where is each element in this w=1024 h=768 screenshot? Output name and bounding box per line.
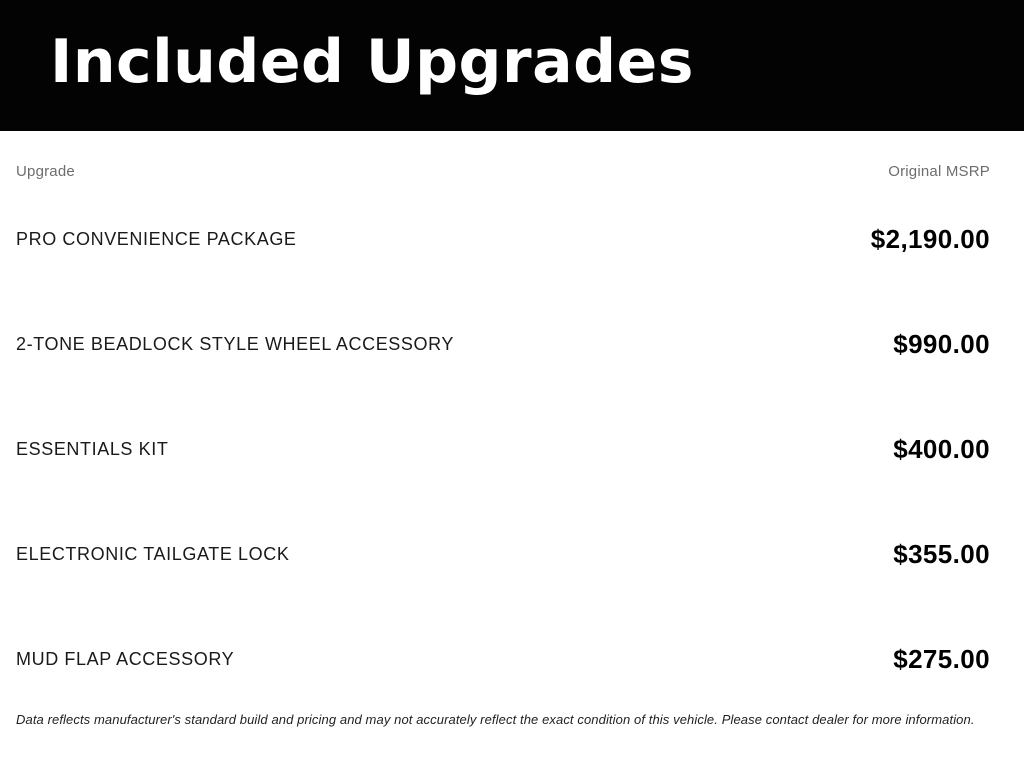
upgrade-price: $990.00 xyxy=(893,329,990,359)
upgrade-row: PRO CONVENIENCE PACKAGE $2,190.00 xyxy=(16,187,990,292)
included-upgrades-banner: Included Upgrades xyxy=(0,0,1024,131)
upgrade-price: $275.00 xyxy=(893,644,990,674)
upgrade-name: PRO CONVENIENCE PACKAGE xyxy=(16,229,297,249)
upgrades-panel: Upgrade Original MSRP PRO CONVENIENCE PA… xyxy=(0,162,1024,727)
upgrade-name: ELECTRONIC TAILGATE LOCK xyxy=(16,544,290,564)
upgrade-row: ELECTRONIC TAILGATE LOCK $355.00 xyxy=(16,502,990,607)
upgrade-price: $2,190.00 xyxy=(870,224,990,254)
column-header-upgrade: Upgrade xyxy=(16,162,75,180)
upgrade-name: ESSENTIALS KIT xyxy=(16,439,169,459)
page-title: Included Upgrades xyxy=(50,26,694,97)
upgrade-row: 2-TONE BEADLOCK STYLE WHEEL ACCESSORY $9… xyxy=(16,292,990,397)
upgrade-row: MUD FLAP ACCESSORY $275.00 xyxy=(16,607,990,712)
disclaimer-text: Data reflects manufacturer's standard bu… xyxy=(16,712,975,727)
upgrade-price: $355.00 xyxy=(893,539,990,569)
upgrade-name: MUD FLAP ACCESSORY xyxy=(16,649,235,669)
upgrade-row: ESSENTIALS KIT $400.00 xyxy=(16,397,990,502)
upgrade-name: 2-TONE BEADLOCK STYLE WHEEL ACCESSORY xyxy=(16,334,454,354)
column-header-row: Upgrade Original MSRP xyxy=(16,162,990,180)
upgrades-list: PRO CONVENIENCE PACKAGE $2,190.00 2-TONE… xyxy=(16,187,990,712)
column-header-msrp: Original MSRP xyxy=(888,162,990,180)
upgrade-price: $400.00 xyxy=(893,434,990,464)
